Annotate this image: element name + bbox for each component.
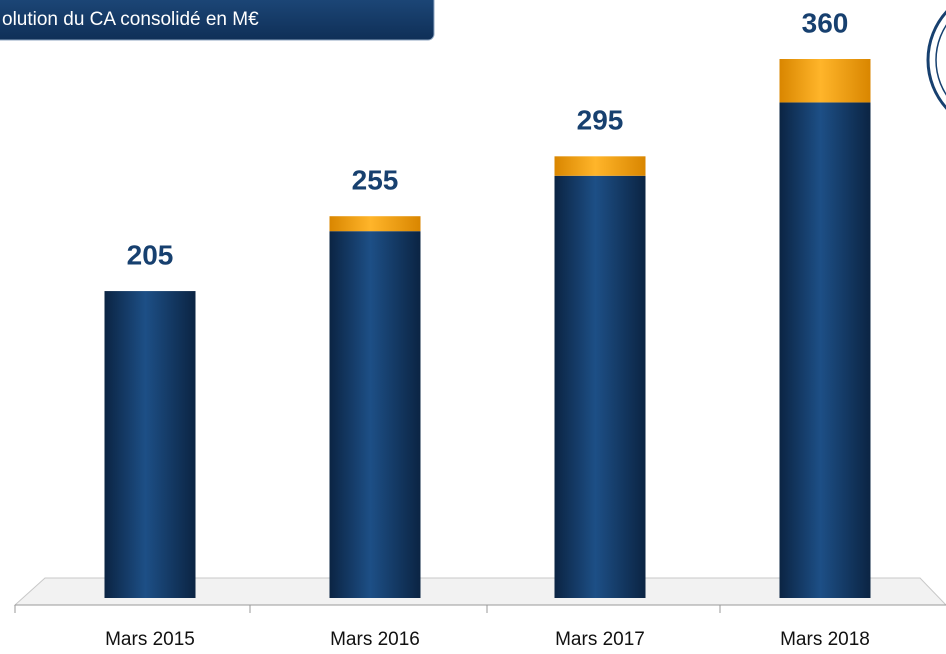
bar-segment xyxy=(554,156,646,176)
bar-segment xyxy=(104,291,196,598)
total-label: 205 xyxy=(127,239,174,270)
total-label: 255 xyxy=(352,165,399,196)
bar-segment xyxy=(329,231,421,599)
bar-segment xyxy=(779,59,871,103)
x-tick-label: Mars 2015 xyxy=(105,629,195,650)
logo xyxy=(926,10,946,110)
logo-ring xyxy=(935,24,946,96)
total-label: 295 xyxy=(577,105,624,136)
bar-segment xyxy=(779,102,871,599)
chart-title: olution du CA consolidé en M€ xyxy=(2,9,259,30)
x-tick-label: Mars 2017 xyxy=(555,629,645,650)
total-label: 360 xyxy=(802,7,849,38)
title-box xyxy=(0,0,435,41)
bar-segment xyxy=(329,216,421,232)
x-tick-label: Mars 2018 xyxy=(780,629,870,650)
bar-segment xyxy=(554,175,646,599)
x-tick-label: Mars 2016 xyxy=(330,629,420,650)
